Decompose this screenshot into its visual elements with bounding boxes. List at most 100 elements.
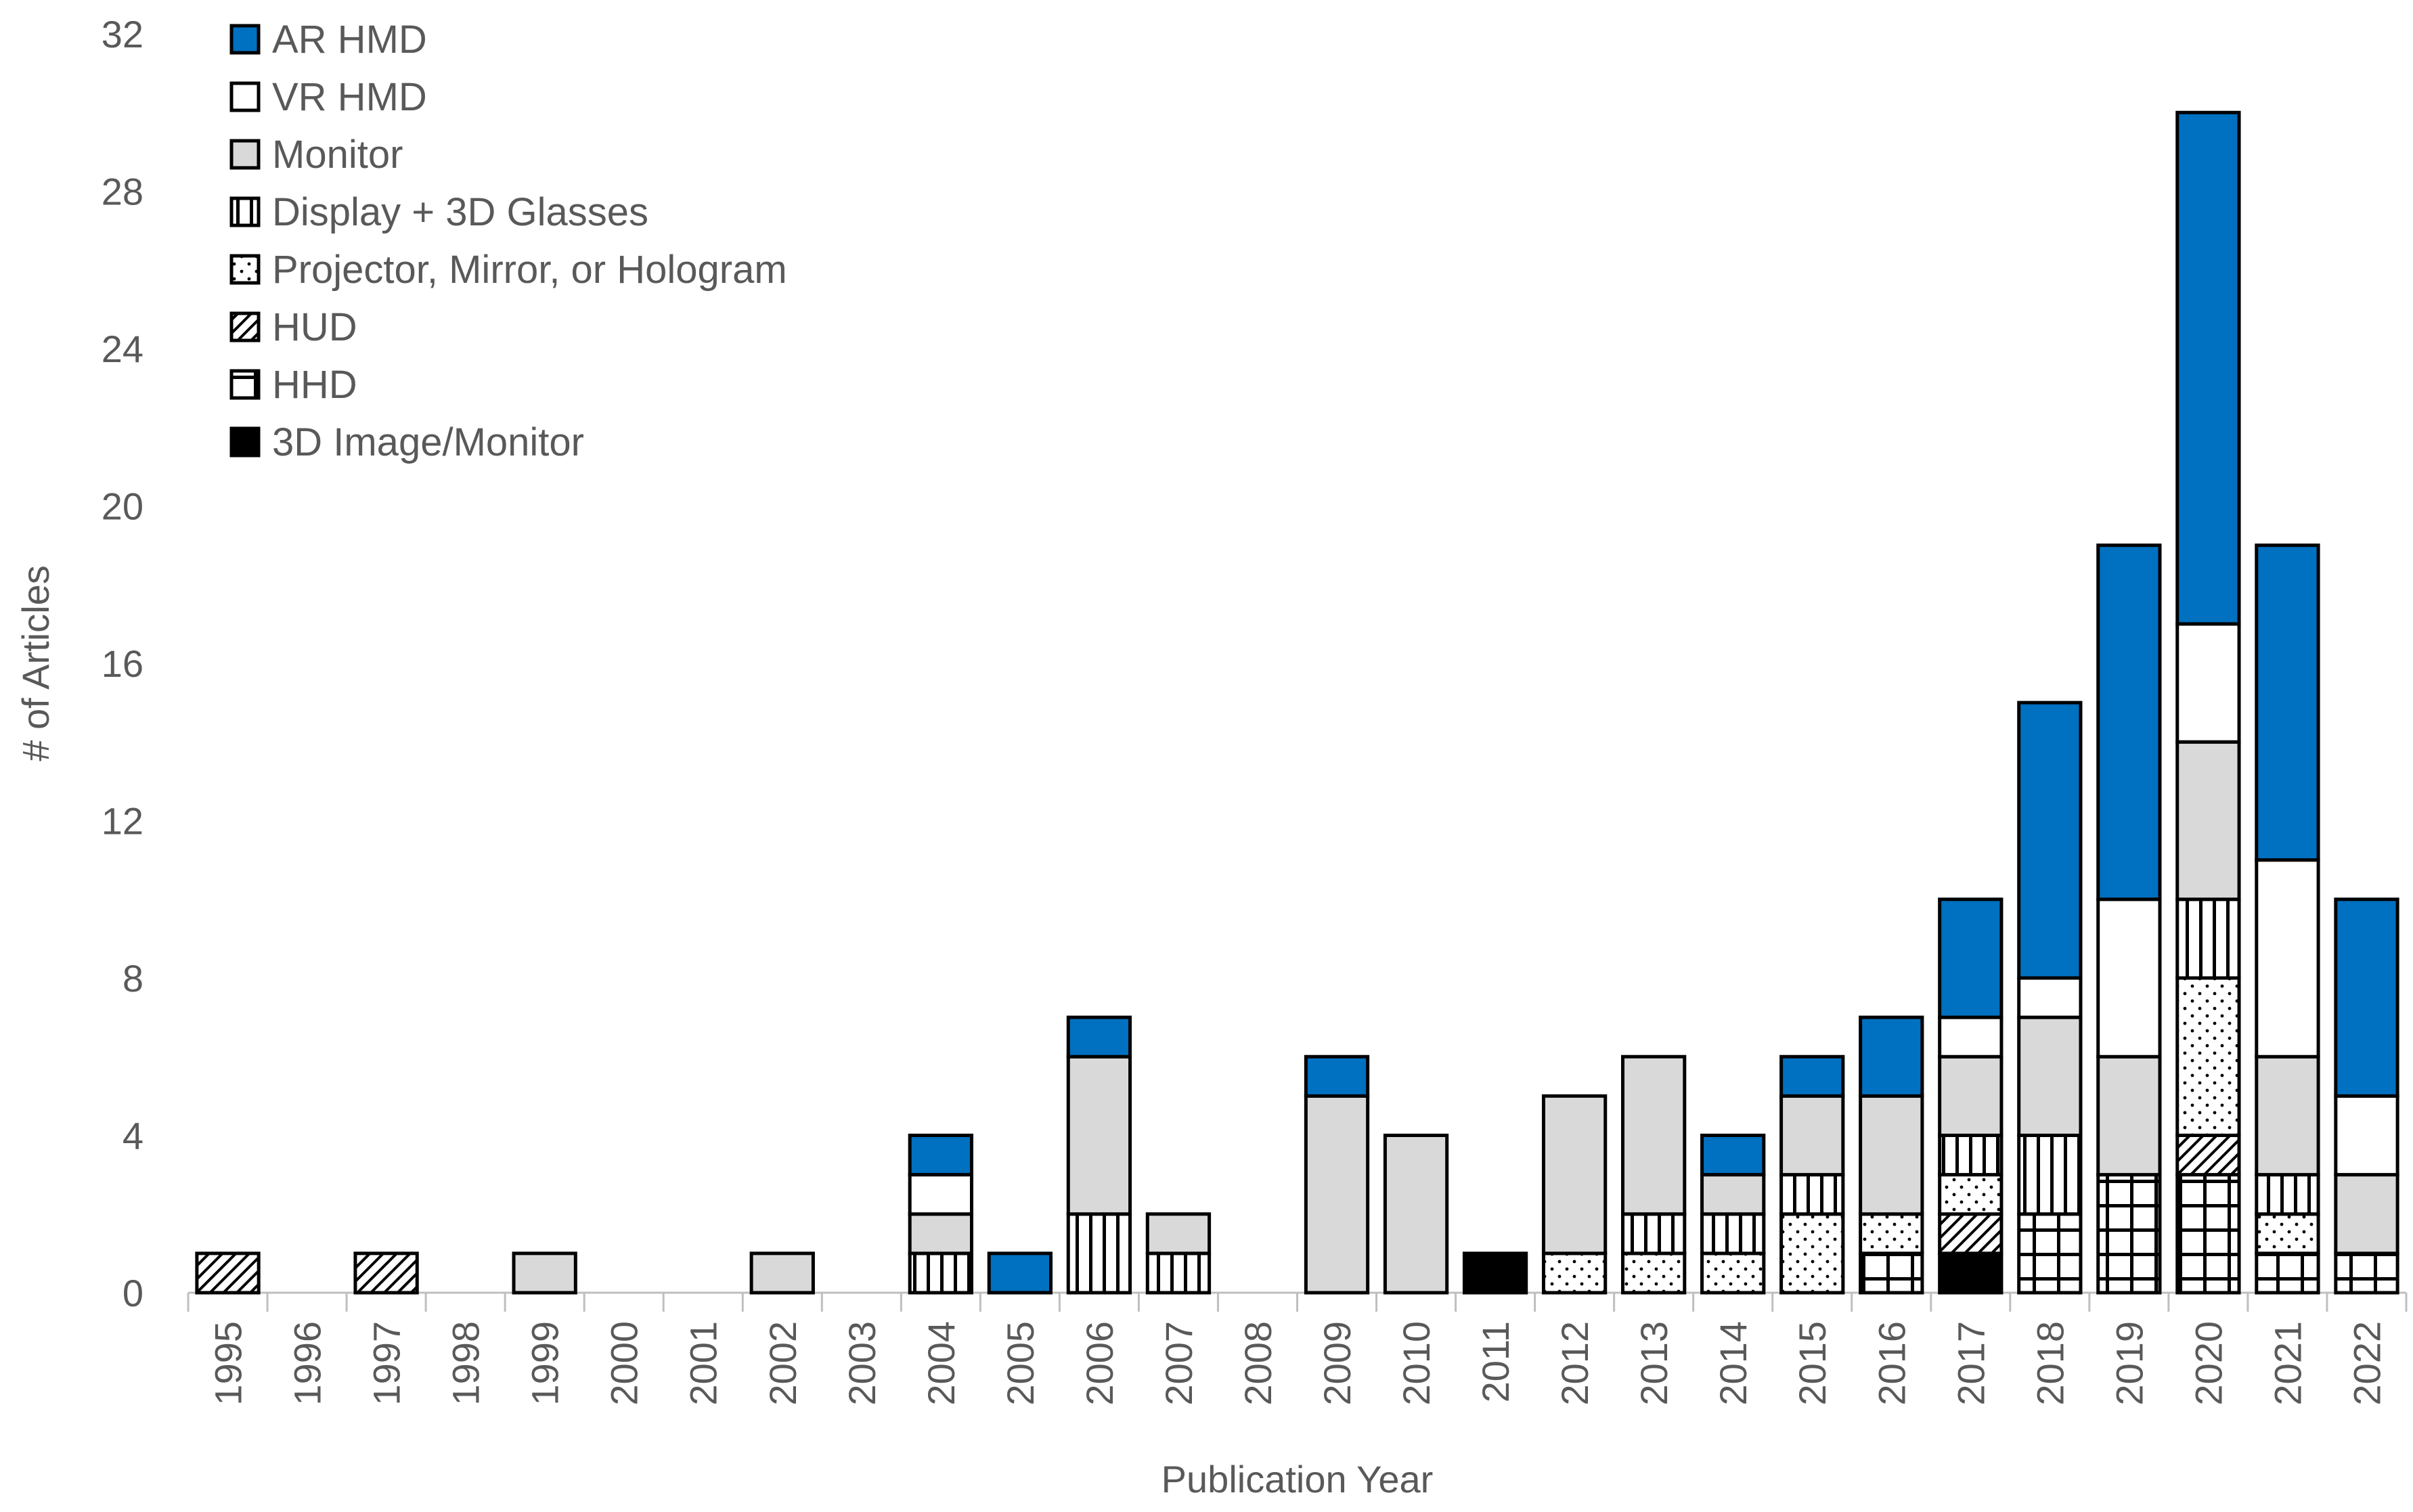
bar-segment-projector-mirror-or-hologram-2012	[1541, 1251, 1608, 1295]
legend-swatch-hud	[229, 311, 261, 342]
bar-segment-monitor-2021	[2255, 1054, 2320, 1177]
bar-segment-monitor-2018	[2017, 1015, 2083, 1137]
legend-swatch-ar-hmd	[229, 24, 261, 55]
legend-label-display-3d-glasses: Display + 3D Glasses	[272, 190, 648, 234]
bar-segment-monitor-2019	[2096, 1054, 2162, 1177]
bar-segment-ar-hmd-2019	[2096, 543, 2162, 902]
bar-segment-ar-hmd-2005	[987, 1251, 1053, 1295]
bar-segment-hhd-2016	[1859, 1251, 1924, 1295]
bar-segment-ar-hmd-2014	[1700, 1134, 1766, 1177]
bar-segment-ar-hmd-2004	[908, 1134, 973, 1177]
legend-label-3d-image-monitor: 3D Image/Monitor	[272, 420, 584, 464]
bar-segment-3d-image-monitor-2011	[1462, 1251, 1528, 1295]
bar-segment-monitor-2007	[1145, 1212, 1212, 1255]
y-tick-label: 4	[123, 1115, 143, 1157]
y-tick-label: 20	[102, 485, 143, 528]
bar-segment-display-3d-glasses-2015	[1779, 1173, 1845, 1216]
bar-segment-monitor-2022	[2334, 1173, 2399, 1255]
x-tick-label: 2005	[999, 1321, 1042, 1406]
bar-segment-display-3d-glasses-2006	[1066, 1212, 1132, 1295]
bar-segment-monitor-2012	[1541, 1094, 1608, 1255]
x-tick-label: 2022	[2345, 1321, 2388, 1406]
bar-segment-ar-hmd-2006	[1066, 1015, 1132, 1059]
x-axis-title: Publication Year	[1161, 1458, 1434, 1500]
bar-segment-hhd-2020	[2175, 1173, 2241, 1295]
y-axis-title: # of Articles	[14, 565, 57, 761]
legend-swatch-monitor	[229, 139, 261, 170]
x-tick-label: 1996	[286, 1321, 329, 1406]
bar-segment-ar-hmd-2009	[1304, 1054, 1370, 1098]
x-tick-label: 2010	[1395, 1321, 1438, 1406]
legend-label-hud: HUD	[272, 305, 357, 349]
bar-segment-vr-hmd-2020	[2175, 622, 2241, 744]
bar-segment-projector-mirror-or-hologram-2021	[2255, 1212, 2320, 1255]
x-tick-label: 2017	[1949, 1321, 1992, 1406]
x-tick-label: 2001	[682, 1321, 725, 1406]
bar-segment-display-3d-glasses-2007	[1145, 1251, 1212, 1295]
bar-segment-monitor-2013	[1621, 1054, 1687, 1216]
bar-segment-monitor-2002	[749, 1251, 815, 1295]
bar-segment-monitor-2009	[1304, 1094, 1370, 1295]
y-tick-label: 12	[102, 800, 143, 843]
bar-segment-projector-mirror-or-hologram-2014	[1700, 1251, 1766, 1295]
bar-segment-projector-mirror-or-hologram-2017	[1938, 1173, 2004, 1216]
x-tick-label: 2000	[603, 1321, 646, 1406]
bar-segment-monitor-2016	[1859, 1094, 1924, 1216]
bar-segment-ar-hmd-2022	[2334, 897, 2399, 1098]
x-tick-label: 2007	[1157, 1321, 1200, 1406]
bar-segment-display-3d-glasses-2018	[2017, 1134, 2083, 1216]
bar-segment-monitor-2017	[1938, 1054, 2004, 1137]
bar-segment-3d-image-monitor-2017	[1938, 1251, 2004, 1295]
bar-segment-projector-mirror-or-hologram-2016	[1859, 1212, 1924, 1255]
y-tick-label: 32	[102, 13, 143, 55]
bar-segment-vr-hmd-2018	[2017, 976, 2083, 1019]
bar-segment-monitor-2010	[1383, 1134, 1449, 1295]
bar-segment-projector-mirror-or-hologram-2013	[1621, 1251, 1687, 1295]
bar-segment-vr-hmd-2004	[908, 1173, 973, 1216]
bar-segment-vr-hmd-2019	[2096, 897, 2162, 1059]
bar-segment-hud-1995	[195, 1251, 261, 1295]
bar-segment-display-3d-glasses-2004	[908, 1251, 973, 1295]
x-tick-label: 1999	[524, 1321, 567, 1406]
legend-swatch-hhd	[229, 369, 261, 400]
bar-segment-ar-hmd-2016	[1859, 1015, 1924, 1098]
bar-segment-vr-hmd-2021	[2255, 858, 2320, 1059]
x-tick-label: 2016	[1870, 1321, 1913, 1406]
x-tick-label: 1998	[445, 1321, 487, 1406]
bar-segment-monitor-2006	[1066, 1054, 1132, 1216]
x-tick-label: 2006	[1078, 1321, 1121, 1406]
legend-label-vr-hmd: VR HMD	[272, 75, 427, 119]
bar-segment-display-3d-glasses-2017	[1938, 1134, 2004, 1177]
legend: AR HMD VR HMD Monitor Display + 3D Glasses P…	[229, 18, 787, 464]
legend-label-hhd: HHD	[272, 363, 357, 407]
bar-segment-ar-hmd-2015	[1779, 1054, 1845, 1098]
y-tick-label: 0	[123, 1272, 143, 1314]
x-tick-label: 2015	[1791, 1321, 1834, 1406]
legend-swatch-display-3d-glasses	[229, 196, 261, 227]
bar-segment-ar-hmd-2017	[1938, 897, 2004, 1019]
x-tick-label: 2009	[1316, 1321, 1358, 1406]
x-tick-label: 2011	[1474, 1321, 1517, 1402]
y-tick-label: 8	[123, 957, 143, 1000]
x-tick-label: 2003	[841, 1321, 883, 1406]
bar-segment-hhd-2022	[2334, 1251, 2399, 1295]
bar-segment-monitor-2015	[1779, 1094, 1845, 1177]
x-tick-label: 1997	[366, 1321, 408, 1406]
bar-segment-hud-2017	[1938, 1212, 2004, 1255]
y-tick-label: 16	[102, 642, 143, 685]
legend-label-ar-hmd: AR HMD	[272, 18, 427, 62]
bar-segment-display-3d-glasses-2020	[2175, 897, 2241, 980]
x-tick-label: 1995	[207, 1321, 250, 1406]
legend-swatch-3d-image-monitor	[229, 426, 261, 458]
bar-segment-ar-hmd-2018	[2017, 701, 2083, 980]
x-tick-label: 2019	[2108, 1321, 2150, 1406]
bar-segment-monitor-2020	[2175, 740, 2241, 902]
x-tick-label: 2021	[2266, 1321, 2309, 1406]
legend-label-projector-mirror-or-hologram: Projector, Mirror, or Hologram	[272, 248, 787, 292]
x-tick-label: 2008	[1237, 1321, 1279, 1406]
x-tick-label: 2002	[761, 1321, 804, 1406]
bar-segment-display-3d-glasses-2021	[2255, 1173, 2320, 1216]
bar-segment-projector-mirror-or-hologram-2020	[2175, 976, 2241, 1137]
bar-segment-hud-1997	[353, 1251, 419, 1295]
bar-segment-hhd-2021	[2255, 1251, 2320, 1295]
